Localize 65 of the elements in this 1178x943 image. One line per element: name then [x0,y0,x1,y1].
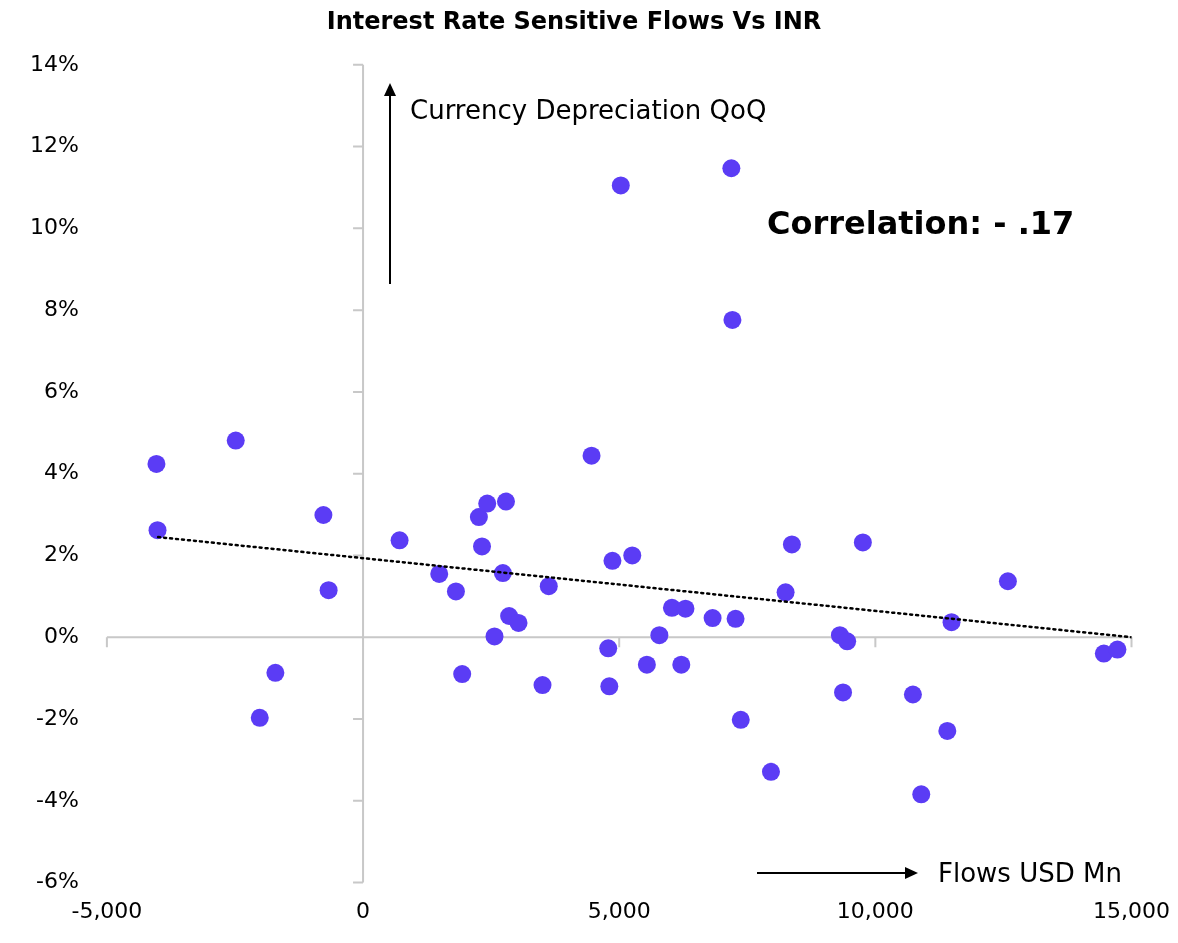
point [938,721,957,740]
x-tick-label: 0 [356,897,371,923]
point [723,310,742,329]
point [599,639,618,658]
point [266,663,285,682]
point [903,685,922,704]
point [478,494,497,513]
point [509,613,528,632]
point [834,683,853,702]
point [539,577,558,596]
point [533,676,552,695]
annotation: Currency Depreciation QoQ [410,94,767,125]
y-tick-label: 2% [43,541,79,567]
y-tick-label: -6% [36,868,79,894]
point [148,521,167,540]
point [782,535,801,554]
point [623,546,642,565]
point [998,572,1017,591]
point [853,533,872,552]
x-tick-label: 5,000 [587,897,651,923]
point [147,454,166,473]
point [776,583,795,602]
point [485,627,504,646]
point [226,431,245,450]
y-tick-label: 4% [43,459,79,485]
point [453,665,472,684]
point [314,506,333,524]
point [600,677,619,696]
point [319,581,338,600]
point [703,609,722,628]
y-tick-label: 0% [43,622,79,648]
point [473,537,492,556]
point [838,632,857,651]
point [731,710,750,729]
point [672,655,691,674]
point [722,159,741,178]
x-tick-label: 15,000 [1093,897,1170,923]
point [469,508,488,527]
point [1108,640,1127,659]
chart-title: Interest Rate Sensitive Flows Vs INR [326,6,822,35]
y-tick-label: 10% [29,214,79,240]
point [762,762,780,781]
y-tick-label: -2% [36,704,79,730]
y-tick-label: 12% [29,132,79,158]
annotation: Correlation: - .17 [767,204,1075,243]
x-tick-label: -5,000 [71,897,143,923]
y-tick-label: -4% [36,786,79,812]
point [603,551,622,570]
point [496,492,515,511]
annotation: Flows USD Mn [938,857,1122,888]
x-tick-label: 10,000 [836,897,914,923]
point [446,582,465,601]
y-tick-label: 14% [29,50,79,76]
y-tick-label: 6% [43,377,79,403]
point [637,655,656,674]
point [611,176,630,195]
point [912,785,931,804]
point [676,599,695,618]
point [582,446,601,465]
point [390,531,409,550]
y-tick-label: 8% [43,295,79,321]
point [250,708,269,727]
point [726,609,745,628]
point [650,626,669,645]
point [430,564,449,583]
